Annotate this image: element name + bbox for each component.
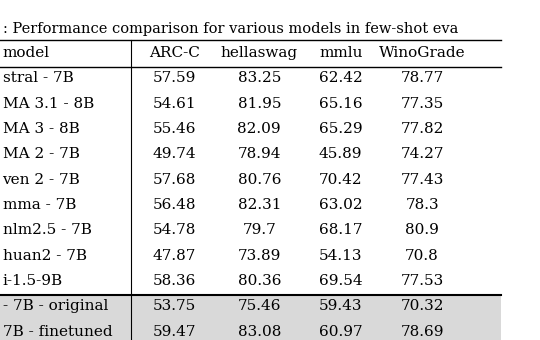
Text: 7B - finetuned: 7B - finetuned	[3, 325, 112, 339]
Text: nlm2.5 - 7B: nlm2.5 - 7B	[3, 223, 91, 237]
Text: : Performance comparison for various models in few-shot eva: : Performance comparison for various mod…	[3, 22, 458, 36]
Text: - 7B - original: - 7B - original	[3, 299, 108, 313]
Text: 77.35: 77.35	[401, 97, 444, 111]
Text: 75.46: 75.46	[238, 299, 281, 313]
Text: 54.78: 54.78	[152, 223, 196, 237]
Text: 70.32: 70.32	[400, 299, 444, 313]
Text: ven 2 - 7B: ven 2 - 7B	[3, 173, 80, 187]
Text: 82.09: 82.09	[238, 122, 281, 136]
Text: 80.36: 80.36	[238, 274, 281, 288]
Text: 58.36: 58.36	[152, 274, 196, 288]
Text: i-1.5-9B: i-1.5-9B	[3, 274, 63, 288]
Text: 79.7: 79.7	[242, 223, 276, 237]
Text: 77.82: 77.82	[401, 122, 444, 136]
Text: 55.46: 55.46	[152, 122, 196, 136]
Text: 54.61: 54.61	[152, 97, 196, 111]
Text: model: model	[3, 46, 50, 60]
Text: 80.9: 80.9	[405, 223, 439, 237]
FancyBboxPatch shape	[0, 295, 501, 320]
Text: mmlu: mmlu	[319, 46, 362, 60]
Text: ARC-C: ARC-C	[148, 46, 200, 60]
Text: 56.48: 56.48	[152, 198, 196, 212]
Text: 49.74: 49.74	[152, 148, 196, 162]
Text: MA 3.1 - 8B: MA 3.1 - 8B	[3, 97, 94, 111]
Text: 65.29: 65.29	[319, 122, 362, 136]
Text: stral - 7B: stral - 7B	[3, 71, 73, 85]
Text: WinoGrade: WinoGrade	[379, 46, 465, 60]
Text: 83.08: 83.08	[238, 325, 281, 339]
Text: 82.31: 82.31	[238, 198, 281, 212]
Text: 68.17: 68.17	[319, 223, 362, 237]
Text: 77.43: 77.43	[401, 173, 444, 187]
Text: 53.75: 53.75	[152, 299, 195, 313]
Text: 74.27: 74.27	[400, 148, 444, 162]
Text: 63.02: 63.02	[319, 198, 362, 212]
Text: 81.95: 81.95	[238, 97, 281, 111]
Text: 78.3: 78.3	[406, 198, 439, 212]
Text: huan2 - 7B: huan2 - 7B	[3, 249, 86, 263]
Text: 73.89: 73.89	[238, 249, 281, 263]
Text: 62.42: 62.42	[319, 71, 362, 85]
Text: 45.89: 45.89	[319, 148, 362, 162]
Text: 78.94: 78.94	[238, 148, 281, 162]
Text: 57.59: 57.59	[152, 71, 196, 85]
Text: mma - 7B: mma - 7B	[3, 198, 76, 212]
Text: 47.87: 47.87	[152, 249, 196, 263]
Text: 83.25: 83.25	[238, 71, 281, 85]
Text: 70.8: 70.8	[405, 249, 439, 263]
Text: 80.76: 80.76	[238, 173, 281, 187]
Text: 77.53: 77.53	[401, 274, 444, 288]
Text: 78.69: 78.69	[400, 325, 444, 339]
Text: 59.43: 59.43	[319, 299, 362, 313]
Text: MA 2 - 7B: MA 2 - 7B	[3, 148, 79, 162]
Text: hellaswag: hellaswag	[221, 46, 298, 60]
FancyBboxPatch shape	[0, 320, 501, 340]
Text: 65.16: 65.16	[319, 97, 362, 111]
Text: 69.54: 69.54	[319, 274, 362, 288]
Text: MA 3 - 8B: MA 3 - 8B	[3, 122, 79, 136]
Text: 70.42: 70.42	[319, 173, 362, 187]
Text: 78.77: 78.77	[401, 71, 444, 85]
Text: 60.97: 60.97	[319, 325, 362, 339]
Text: 54.13: 54.13	[319, 249, 362, 263]
Text: 59.47: 59.47	[152, 325, 196, 339]
Text: 57.68: 57.68	[152, 173, 196, 187]
